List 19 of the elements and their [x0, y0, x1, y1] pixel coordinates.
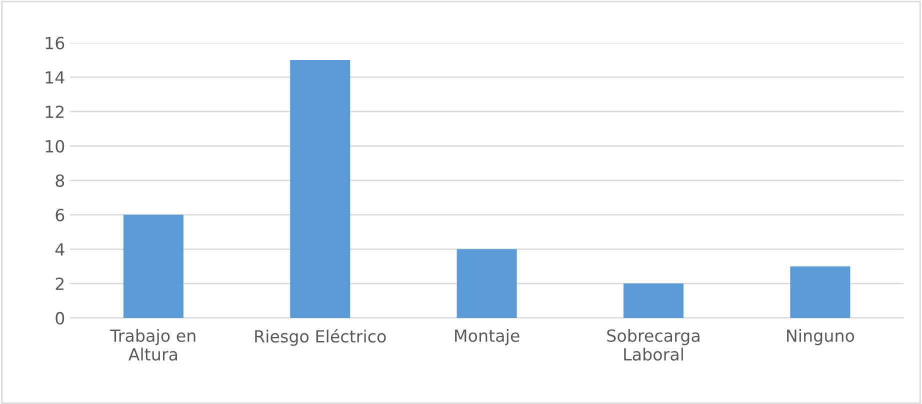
- y-tick-label: 8: [56, 174, 64, 187]
- bar: [790, 266, 850, 318]
- bar: [456, 249, 517, 318]
- y-tick-label: 14: [46, 71, 64, 84]
- bar: [290, 60, 350, 318]
- x-tick-label: Riesgo Eléctrico: [255, 329, 386, 346]
- x-tick-label: Ninguno: [787, 329, 854, 346]
- bar: [123, 214, 184, 318]
- y-tick-label: 12: [46, 106, 64, 118]
- x-tick-label: Trabajo en Altura: [110, 329, 196, 361]
- x-tick-label: Sobrecarga Laboral: [607, 329, 700, 361]
- y-tick-label: 10: [46, 140, 64, 153]
- y-tick-label: 16: [46, 36, 64, 50]
- y-tick-label: 4: [55, 243, 64, 256]
- y-tick-label: 6: [56, 208, 64, 222]
- x-tick-label: Montaje: [455, 329, 520, 346]
- y-tick-label: 2: [56, 278, 64, 290]
- bar: [624, 284, 684, 318]
- y-tick-label: 0: [56, 312, 64, 325]
